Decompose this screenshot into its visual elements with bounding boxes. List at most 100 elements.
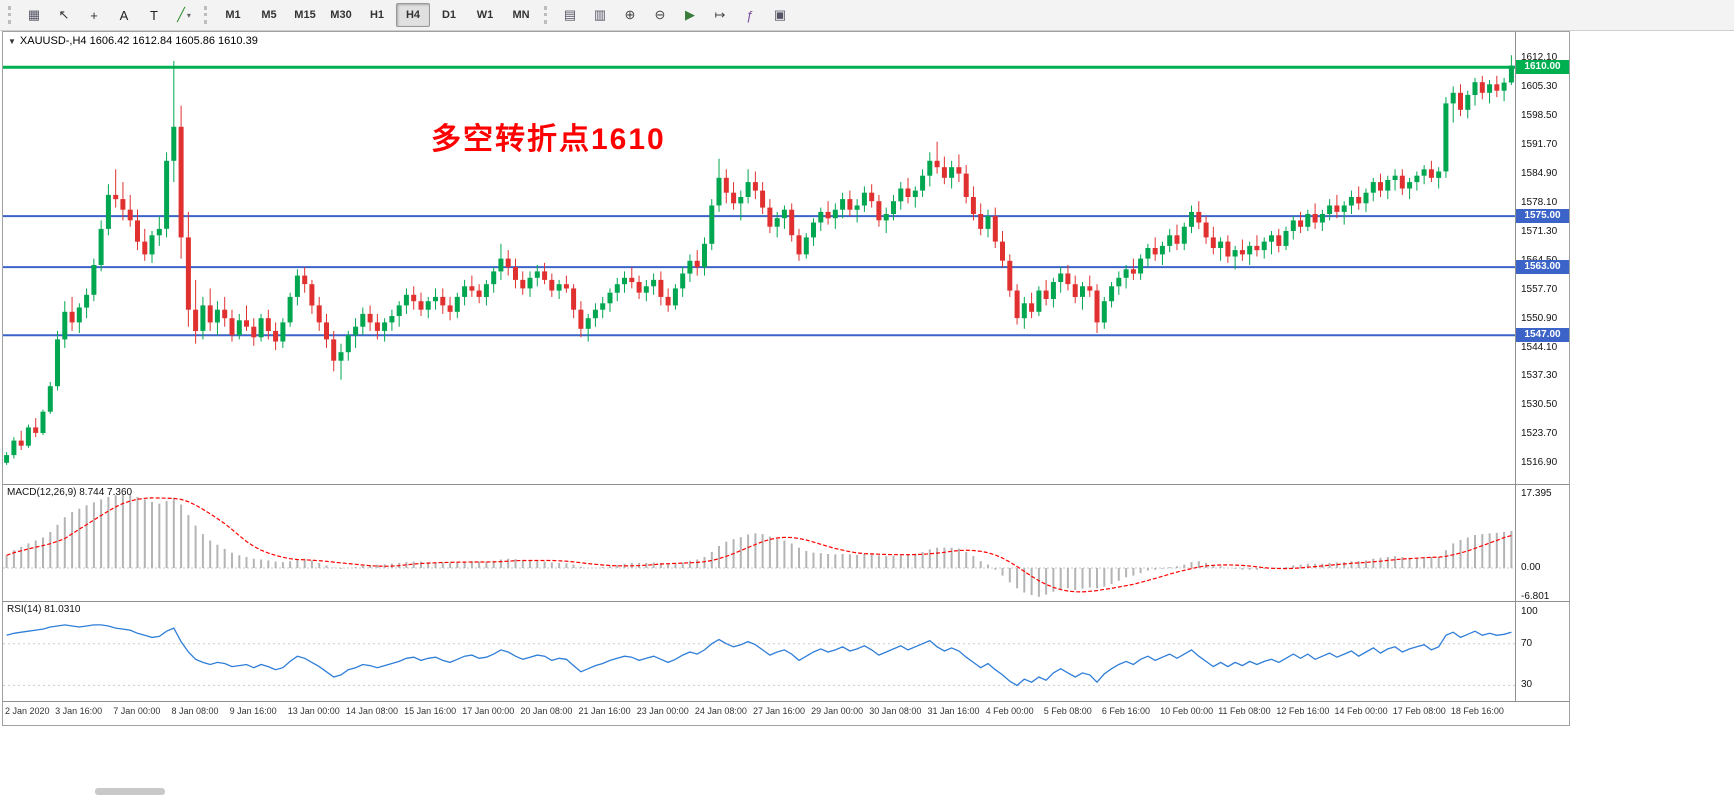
auto-scroll-icon: ▶ xyxy=(685,7,695,22)
templates-button[interactable]: ▣ xyxy=(766,3,794,27)
axis-tick: 1550.90 xyxy=(1521,312,1558,324)
time-axis-label: 17 Jan 00:00 xyxy=(462,706,515,716)
price-axis[interactable]: 1612.10 1605.30 1598.50 1591.70 1584.90 1578.… xyxy=(1515,32,1569,484)
axis-tick: 30 xyxy=(1521,679,1533,691)
toolbar: ▦ ↖ + A T ╱ ▾ M1 M5 M15 M30 H1 H4 D1 W1 MN ▤ ▥ ⊕ ⊖ ▶ ↦ ƒ ▣ xyxy=(0,0,1734,31)
text-tool-button[interactable]: A xyxy=(110,3,138,27)
crosshair-icon: + xyxy=(90,7,98,23)
cursor-icon: ↖ xyxy=(58,7,70,22)
axis-tick: 1544.10 xyxy=(1521,341,1558,353)
time-axis-label: 29 Jan 00:00 xyxy=(811,706,864,716)
chart-shift-icon: ↦ xyxy=(714,7,726,22)
macd-panel: MACD(12,26,9) 8.744 7.360 17.395 0.00 -6.8… xyxy=(3,485,1569,602)
axis-tick: 0.00 xyxy=(1521,561,1541,573)
toolbar-left-group: ▦ ↖ + A T ╱ ▾ xyxy=(19,3,199,27)
rsi-panel: RSI(14) 81.0310 100 70 30 xyxy=(3,602,1569,702)
zoom-out-icon: ⊖ xyxy=(654,7,666,22)
chart-window: ▼ XAUUSD-,H4 1606.42 1612.84 1605.86 161… xyxy=(2,31,1570,726)
symbol-ohlc-text: XAUUSD-,H4 1606.42 1612.84 1605.86 1610.… xyxy=(19,35,258,47)
timeframe-button-M15[interactable]: M15 xyxy=(294,9,316,21)
timeframe-button-H4[interactable]: H4 xyxy=(396,3,430,27)
axis-tick: 1530.50 xyxy=(1521,399,1558,411)
main-chart-panel: ▼ XAUUSD-,H4 1606.42 1612.84 1605.86 161… xyxy=(3,32,1569,485)
axis-tick: 1612.10 xyxy=(1521,52,1558,64)
price-tag: 1563.00 xyxy=(1516,260,1569,275)
caret-down-icon: ▾ xyxy=(186,10,191,20)
time-axis-label: 12 Feb 16:00 xyxy=(1276,706,1330,716)
time-axis-label: 23 Jan 00:00 xyxy=(636,706,689,716)
indicators-button[interactable]: ƒ xyxy=(736,3,764,27)
timeframe-button-MN[interactable]: MN xyxy=(512,9,530,21)
tile-windows-button[interactable]: ▤ xyxy=(556,3,584,27)
time-axis-label: 30 Jan 08:00 xyxy=(869,706,922,716)
timeframe-button-M5[interactable]: M5 xyxy=(261,9,277,21)
toolbar-grip[interactable] xyxy=(8,6,14,24)
time-axis-label: 20 Jan 08:00 xyxy=(520,706,573,716)
auto-scroll-button[interactable]: ▶ xyxy=(676,3,704,27)
chart-shift-button[interactable]: ↦ xyxy=(706,3,734,27)
axis-tick: 100 xyxy=(1521,606,1538,618)
time-axis-label: 9 Jan 16:00 xyxy=(229,706,277,716)
macd-label: MACD(12,26,9) 8.744 7.360 xyxy=(7,487,133,498)
time-axis-label: 5 Feb 08:00 xyxy=(1043,706,1092,716)
templates-icon: ▣ xyxy=(773,7,787,22)
time-axis-label: 11 Feb 08:00 xyxy=(1218,706,1271,716)
time-axis-label: 18 Feb 16:00 xyxy=(1450,706,1504,716)
toolbar-grip[interactable] xyxy=(204,6,210,24)
symbol-info: ▼ XAUUSD-,H4 1606.42 1612.84 1605.86 161… xyxy=(8,35,258,47)
price-tag: 1610.00 xyxy=(1516,60,1569,75)
crosshair-button[interactable]: + xyxy=(80,3,108,27)
time-axis-label: 15 Jan 16:00 xyxy=(404,706,457,716)
draw-tools-icon: ╱ xyxy=(177,7,185,22)
rsi-axis[interactable]: 100 70 30 xyxy=(1515,602,1569,701)
rsi-plot-canvas[interactable] xyxy=(3,602,1515,701)
timeframe-button-W1[interactable]: W1 xyxy=(476,9,494,21)
chart-list-button[interactable]: ▦ xyxy=(20,3,48,27)
axis-tick: 1516.90 xyxy=(1521,457,1558,469)
time-axis-label: 24 Jan 08:00 xyxy=(694,706,747,716)
time-axis-label: 3 Jan 16:00 xyxy=(55,706,103,716)
toolbar-timeframes-group: M1 M5 M15 M30 H1 H4 D1 W1 MN xyxy=(215,3,539,27)
zoom-out-button[interactable]: ⊖ xyxy=(646,3,674,27)
zoom-in-icon: ⊕ xyxy=(624,7,636,22)
axis-tick: 1523.70 xyxy=(1521,428,1558,440)
axis-tick: 1537.30 xyxy=(1521,370,1558,382)
main-plot-canvas[interactable] xyxy=(3,32,1515,484)
indicators-icon: ƒ xyxy=(746,7,754,23)
draw-tools-button[interactable]: ╱ ▾ xyxy=(170,3,198,27)
time-axis-label: 8 Jan 08:00 xyxy=(171,706,219,716)
axis-tick: 1591.70 xyxy=(1521,139,1558,151)
one-click-arrow-icon[interactable]: ▼ xyxy=(8,36,16,46)
time-axis-label: 2 Jan 2020 xyxy=(5,706,50,716)
cascade-windows-button[interactable]: ▥ xyxy=(586,3,614,27)
footer-area xyxy=(0,726,1734,799)
time-axis-label: 10 Feb 00:00 xyxy=(1160,706,1214,716)
macd-plot-canvas[interactable] xyxy=(3,485,1515,601)
timeframe-button-M1[interactable]: M1 xyxy=(225,9,241,21)
rsi-label: RSI(14) 81.0310 xyxy=(7,604,81,615)
chart-list-icon: ▦ xyxy=(27,7,41,22)
axis-tick: 1598.50 xyxy=(1521,110,1558,122)
axis-tick: 70 xyxy=(1521,637,1533,649)
price-tag: 1575.00 xyxy=(1516,209,1569,224)
time-axis-label: 13 Jan 00:00 xyxy=(287,706,340,716)
timeframe-button-D1[interactable]: D1 xyxy=(441,9,457,21)
cursor-button[interactable]: ↖ xyxy=(50,3,78,27)
cascade-windows-icon: ▥ xyxy=(593,7,607,22)
time-axis-label: 21 Jan 16:00 xyxy=(578,706,631,716)
axis-tick: 1605.30 xyxy=(1521,81,1558,93)
zoom-in-button[interactable]: ⊕ xyxy=(616,3,644,27)
time-axis[interactable]: 2 Jan 2020 3 Jan 16:00 7 Jan 00:00 8 Jan 08… xyxy=(3,702,1569,723)
time-axis-label: 4 Feb 00:00 xyxy=(985,706,1034,716)
timeframe-button-M30[interactable]: M30 xyxy=(330,9,352,21)
shapes-tool-button[interactable]: T xyxy=(140,3,168,27)
tile-windows-icon: ▤ xyxy=(563,7,577,22)
timeframe-button-H1[interactable]: H1 xyxy=(369,9,385,21)
time-axis-label: 6 Feb 16:00 xyxy=(1101,706,1150,716)
shapes-tool-icon: T xyxy=(150,7,158,23)
macd-axis[interactable]: 17.395 0.00 -6.801 xyxy=(1515,485,1569,602)
toolbar-grip[interactable] xyxy=(544,6,550,24)
price-tag: 1547.00 xyxy=(1516,328,1569,343)
axis-tick: 1584.90 xyxy=(1521,168,1558,180)
axis-tick: 1578.10 xyxy=(1521,196,1558,208)
